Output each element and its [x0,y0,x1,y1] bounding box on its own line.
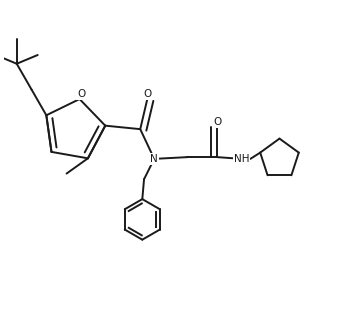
Text: N: N [150,154,158,164]
Text: NH: NH [234,154,249,164]
Text: O: O [77,89,85,99]
Text: O: O [213,117,221,127]
Text: O: O [143,89,151,99]
